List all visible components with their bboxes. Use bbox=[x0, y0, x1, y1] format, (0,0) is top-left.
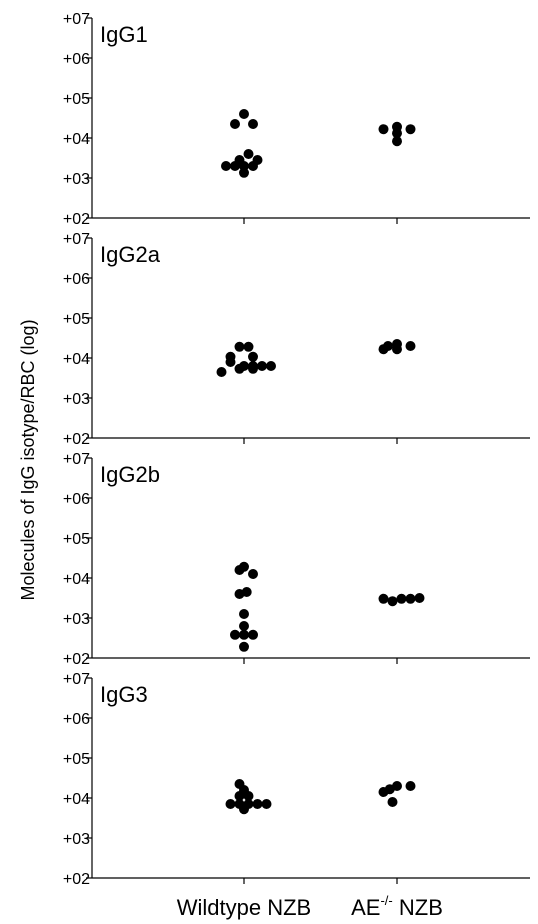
data-point bbox=[230, 629, 240, 640]
data-point bbox=[239, 621, 249, 631]
panel-3: +02 +03 +04 +05 +06 +07 IgG3 bbox=[63, 671, 530, 888]
data-point bbox=[392, 136, 402, 147]
y-tick-label: +03 bbox=[63, 171, 90, 188]
y-tick-label: +04 bbox=[63, 131, 90, 148]
y-tick-label: +02 bbox=[63, 431, 90, 448]
category-labels: Wildtype NZB AE-/- NZB bbox=[177, 893, 443, 920]
data-point bbox=[239, 109, 249, 119]
data-point bbox=[234, 341, 245, 352]
panel-2: +02 +03 +04 +05 +06 +07 IgG2b bbox=[63, 451, 530, 668]
y-tick-label: +04 bbox=[63, 571, 90, 588]
data-point bbox=[392, 344, 402, 355]
y-tick-label: +06 bbox=[63, 711, 90, 728]
y-tick-label: +04 bbox=[63, 791, 90, 808]
data-point bbox=[239, 609, 249, 619]
data-point bbox=[266, 361, 276, 371]
data-point bbox=[257, 361, 267, 371]
data-point bbox=[405, 341, 416, 351]
data-point bbox=[414, 593, 425, 603]
y-tick-label: +06 bbox=[63, 271, 90, 288]
y-tick-label: +03 bbox=[63, 391, 90, 408]
data-point bbox=[405, 781, 416, 791]
panel-title: IgG2b bbox=[100, 462, 160, 487]
data-point bbox=[248, 351, 258, 362]
data-point bbox=[392, 128, 402, 139]
y-tick-label: +06 bbox=[63, 491, 90, 508]
data-point bbox=[230, 161, 240, 171]
panels: +02 +03 +04 +05 +06 +07 IgG1 +02 +03 +04 +05 +06 +07… bbox=[63, 11, 530, 888]
y-tick-label: +07 bbox=[63, 451, 90, 468]
data-point bbox=[378, 344, 389, 355]
data-point bbox=[225, 357, 236, 367]
panel-title: IgG1 bbox=[100, 22, 148, 47]
data-point bbox=[221, 161, 231, 171]
data-point bbox=[230, 119, 240, 129]
data-point bbox=[234, 363, 245, 374]
y-tick-label: +02 bbox=[63, 871, 90, 888]
data-point bbox=[239, 167, 249, 178]
data-point bbox=[261, 799, 272, 809]
data-point bbox=[396, 593, 407, 604]
data-point bbox=[216, 367, 227, 377]
data-point bbox=[378, 787, 389, 797]
y-axis-title: Molecules of IgG isotype/RBC (log) bbox=[18, 319, 38, 600]
y-tick-label: +05 bbox=[63, 91, 90, 108]
y-tick-label: +03 bbox=[63, 831, 90, 848]
data-point bbox=[241, 587, 252, 597]
data-point bbox=[225, 799, 236, 809]
y-tick-label: +06 bbox=[63, 51, 90, 68]
data-point bbox=[239, 641, 249, 652]
y-tick-label: +02 bbox=[63, 651, 90, 668]
data-point bbox=[405, 593, 416, 604]
data-point bbox=[248, 629, 258, 640]
y-tick-label: +05 bbox=[63, 751, 90, 768]
data-point bbox=[248, 119, 258, 129]
data-point bbox=[234, 565, 245, 575]
data-point bbox=[387, 797, 398, 807]
data-point bbox=[248, 569, 258, 579]
data-point bbox=[387, 596, 398, 607]
data-point bbox=[239, 629, 249, 640]
data-point bbox=[234, 791, 245, 801]
panel-1: +02 +03 +04 +05 +06 +07 IgG2a bbox=[63, 231, 530, 448]
data-point bbox=[252, 799, 263, 809]
category-label: Wildtype NZB bbox=[177, 895, 311, 920]
data-point bbox=[405, 124, 416, 135]
panel-0: +02 +03 +04 +05 +06 +07 IgG1 bbox=[63, 11, 530, 228]
y-tick-label: +05 bbox=[63, 311, 90, 328]
y-tick-label: +07 bbox=[63, 11, 90, 28]
y-tick-label: +07 bbox=[63, 671, 90, 688]
data-point bbox=[243, 341, 254, 352]
y-tick-label: +05 bbox=[63, 531, 90, 548]
data-point bbox=[243, 149, 254, 159]
data-point bbox=[378, 593, 389, 604]
category-label: AE-/- NZB bbox=[351, 893, 443, 920]
y-tick-label: +04 bbox=[63, 351, 90, 368]
data-point bbox=[248, 161, 258, 171]
panel-title: IgG2a bbox=[100, 242, 161, 267]
data-point bbox=[378, 124, 389, 135]
y-tick-label: +03 bbox=[63, 611, 90, 628]
data-point bbox=[239, 804, 249, 815]
data-point bbox=[248, 363, 258, 374]
y-tick-label: +02 bbox=[63, 211, 90, 228]
panel-title: IgG3 bbox=[100, 682, 148, 707]
data-point bbox=[243, 791, 254, 801]
y-tick-label: +07 bbox=[63, 231, 90, 248]
